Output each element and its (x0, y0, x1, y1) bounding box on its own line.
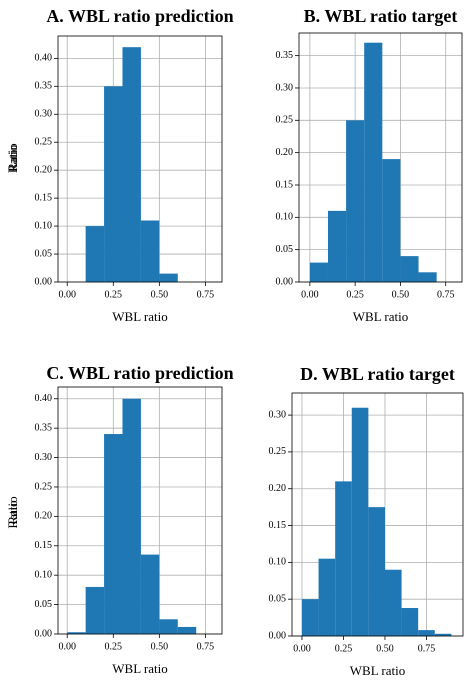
x-tick-label: 0.25 (105, 289, 123, 300)
y-tick-label: 0.10 (269, 557, 287, 568)
chart-title: A. WBL ratio prediction (46, 6, 233, 26)
plot-frame (298, 32, 463, 283)
chart-title: B. WBL ratio target (304, 6, 458, 26)
bar (159, 273, 178, 282)
y-tick-label: 0.10 (35, 569, 53, 580)
y-tick-label: 0.00 (35, 628, 53, 639)
bar (159, 619, 178, 634)
y-tick-label: 0.00 (276, 276, 294, 287)
y-tick-label: 0.15 (35, 540, 53, 551)
y-tick-label: 0.30 (276, 82, 294, 93)
x-tick-label: 0.75 (437, 289, 455, 300)
chart-title: D. WBL ratio target (300, 364, 455, 384)
bar (309, 262, 328, 282)
x-tick-label: 0.50 (151, 641, 169, 652)
bar (67, 632, 86, 634)
x-tick-label: 0.25 (105, 641, 123, 652)
x-tick-label: 0.25 (346, 289, 364, 300)
bar (177, 626, 197, 634)
y-tick-label: 0.00 (269, 630, 287, 641)
bar (318, 558, 336, 636)
y-tick-label: 0.30 (35, 109, 53, 120)
bar (384, 569, 402, 636)
y-tick-label: 0.30 (35, 452, 53, 463)
bar (335, 481, 352, 636)
y-axis-label: Ratio (5, 145, 20, 173)
bar (418, 272, 437, 282)
y-tick-label: 0.05 (35, 248, 53, 259)
y-tick-label: 0.15 (35, 192, 53, 203)
bar (122, 47, 141, 282)
x-tick-label: 0.25 (335, 643, 353, 654)
y-tick-label: 0.20 (269, 483, 287, 494)
bar (418, 630, 435, 636)
y-tick-label: 0.15 (269, 520, 287, 531)
bar (140, 554, 160, 634)
y-tick-label: 0.00 (35, 276, 53, 287)
x-tick-label: 0.00 (293, 643, 311, 654)
plot-frame (57, 386, 223, 635)
bar (400, 256, 419, 282)
y-tick-label: 0.05 (276, 244, 294, 255)
y-tick-label: 0.30 (269, 409, 287, 420)
chart-title: C. WBL ratio prediction (46, 363, 233, 383)
y-tick-label: 0.20 (35, 164, 53, 175)
bar (104, 86, 123, 283)
y-tick-label: 0.25 (276, 115, 294, 126)
y-tick-label: 0.20 (35, 511, 53, 522)
x-axis-label: WBL ratio (112, 661, 167, 676)
bar (401, 608, 419, 636)
y-axis-label: Ratio (5, 500, 20, 528)
bar (85, 586, 105, 634)
y-tick-label: 0.05 (35, 599, 53, 610)
y-tick-label: 0.25 (35, 137, 53, 148)
y-tick-label: 0.25 (269, 446, 287, 457)
bar (368, 507, 385, 636)
y-tick-label: 0.25 (35, 481, 53, 492)
x-tick-label: 0.50 (151, 289, 169, 300)
bar (122, 398, 141, 634)
y-tick-label: 0.10 (35, 220, 53, 231)
x-tick-label: 0.75 (197, 289, 215, 300)
bar (351, 407, 369, 636)
y-tick-label: 0.35 (276, 50, 294, 61)
x-tick-label: 0.00 (301, 289, 319, 300)
y-tick-label: 0.10 (276, 212, 294, 223)
bar (104, 434, 123, 634)
y-axis-label: Ratio (5, 143, 20, 171)
y-tick-label: 0.35 (35, 81, 53, 92)
y-tick-label: 0.20 (276, 147, 294, 158)
bar (434, 633, 452, 636)
x-axis-label: WBL ratio (353, 309, 408, 324)
x-axis-label: WBL ratio (112, 309, 167, 324)
bar (382, 159, 401, 282)
bar (346, 120, 365, 282)
bar (140, 220, 160, 282)
y-tick-label: 0.15 (276, 179, 294, 190)
bar (85, 226, 105, 282)
x-tick-label: 0.75 (418, 643, 436, 654)
bar (301, 599, 319, 636)
x-tick-label: 0.50 (392, 289, 410, 300)
x-axis-label: WBL ratio (350, 663, 405, 678)
y-tick-label: 0.05 (269, 593, 287, 604)
y-tick-label: 0.40 (35, 53, 53, 64)
y-tick-label: 0.35 (35, 422, 53, 433)
x-tick-label: 0.75 (197, 641, 215, 652)
x-tick-label: 0.00 (58, 641, 76, 652)
bar (327, 210, 347, 282)
x-tick-label: 0.50 (376, 643, 394, 654)
plot-frame (291, 392, 464, 637)
y-axis-label: Ratio (5, 496, 20, 524)
y-tick-label: 0.40 (35, 393, 53, 404)
bar (364, 42, 383, 283)
x-tick-label: 0.00 (58, 289, 76, 300)
plot-frame (57, 35, 223, 283)
